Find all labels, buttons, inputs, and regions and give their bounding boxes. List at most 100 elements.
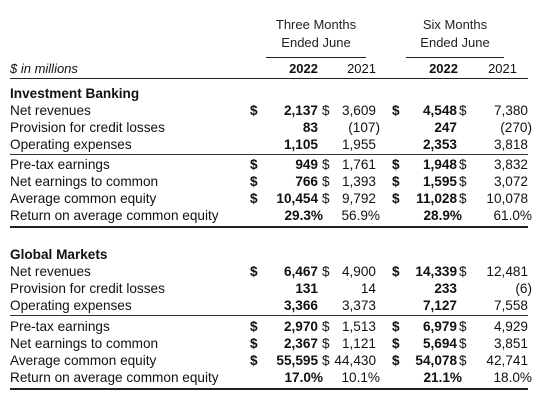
value-6m-2021: 12,481	[486, 264, 528, 279]
row-label: Net revenues	[10, 264, 91, 279]
dollar-sign: $	[392, 191, 400, 206]
value-3m-2022: 1,105	[283, 137, 318, 152]
value-6m-2022: 7,127	[422, 298, 457, 313]
value-6m-2022: 233	[434, 281, 457, 296]
value-3m-2021: 56.9%	[341, 208, 380, 223]
header-six-months-line1: Six Months	[422, 17, 488, 32]
value-6m-2022: 4,548	[422, 103, 457, 118]
table-row: Return on average common equity 17.0% 10…	[10, 369, 532, 386]
dollar-sign: $	[322, 174, 330, 189]
table-row: Net revenues $ 6,467 $ 4,900 $ 14,339 $ …	[10, 263, 528, 280]
value-3m-2022: 2,367	[283, 336, 318, 351]
value-6m-2021: 10,078	[486, 191, 528, 206]
value-3m-2022: 2,137	[283, 103, 318, 118]
dollar-sign: $	[392, 336, 400, 351]
year-header-4: 2021	[488, 61, 517, 76]
value-3m-2021: 9,792	[341, 191, 376, 206]
row-label: Pre-tax earnings	[10, 319, 110, 334]
dollar-sign: $	[322, 353, 330, 368]
header-three-months-underline	[266, 57, 366, 58]
row-label: Return on average common equity	[10, 208, 219, 223]
dollar-sign: $	[459, 319, 467, 334]
value-6m-2022: 5,694	[422, 336, 457, 351]
value-3m-2021: 1,761	[341, 157, 376, 172]
value-3m-2022: 29.3%	[284, 208, 323, 223]
value-3m-2021: 3,373	[341, 298, 376, 313]
section-title: Global Markets	[10, 247, 108, 262]
section-title: Investment Banking	[10, 86, 140, 101]
value-6m-2022: 247	[434, 120, 457, 135]
row-label: Average common equity	[10, 191, 157, 206]
value-3m-2022: 6,467	[283, 264, 318, 279]
value-6m-2022: 11,028	[416, 191, 457, 206]
value-3m-2022: 17.0%	[284, 370, 323, 385]
table-row: Operating expenses 1,105 1,955 2,353 3,8…	[10, 136, 528, 153]
value-6m-2021: 18.0%	[493, 370, 532, 385]
table-row: Net revenues $ 2,137 $ 3,609 $ 4,548 $ 7…	[10, 102, 528, 119]
dollar-sign: $	[322, 103, 330, 118]
header-six-months-underline	[406, 57, 504, 58]
dollar-sign: $	[250, 103, 258, 118]
dollar-sign: $	[392, 264, 400, 279]
table-row: Average common equity $ 55,595 $ 44,430 …	[10, 352, 528, 369]
value-3m-2022: 766	[295, 174, 318, 189]
value-6m-2022: 1,948	[422, 157, 457, 172]
divider	[10, 315, 528, 316]
row-label: Operating expenses	[10, 298, 132, 313]
value-6m-2021: 42,741	[486, 353, 528, 368]
value-3m-2022: 131	[295, 281, 318, 296]
table-row: Provision for credit losses 83 (107) 247…	[10, 119, 532, 136]
dollar-sign: $	[322, 264, 330, 279]
dollar-sign: $	[250, 264, 258, 279]
row-label: Net earnings to common	[10, 174, 159, 189]
value-3m-2021: 1,955	[341, 137, 376, 152]
value-3m-2022: 949	[295, 157, 318, 172]
header-six-months: Six Months Ended June	[404, 16, 506, 58]
row-label: Net revenues	[10, 103, 91, 118]
row-label: Net earnings to common	[10, 336, 159, 351]
value-3m-2021: (107)	[348, 120, 380, 135]
year-header-1: 2022	[289, 61, 318, 76]
value-6m-2021: (6)	[515, 281, 532, 296]
section-bottom-rule	[10, 226, 528, 228]
row-label: Return on average common equity	[10, 370, 219, 385]
value-6m-2022: 1,595	[422, 174, 457, 189]
dollar-sign: $	[250, 336, 258, 351]
value-6m-2021: 3,072	[493, 174, 528, 189]
divider	[10, 154, 528, 155]
dollar-sign: $	[250, 319, 258, 334]
value-6m-2021: 3,851	[493, 336, 528, 351]
value-6m-2021: (270)	[500, 120, 532, 135]
dollar-sign: $	[392, 103, 400, 118]
table-row: Pre-tax earnings $ 2,970 $ 1,513 $ 6,979…	[10, 318, 528, 335]
table-row: Net earnings to common $ 766 $ 1,393 $ 1…	[10, 173, 528, 190]
value-3m-2021: 14	[360, 281, 376, 296]
dollar-sign: $	[459, 336, 467, 351]
dollar-sign: $	[322, 157, 330, 172]
value-6m-2021: 4,929	[493, 319, 528, 334]
section-title-row: Investment Banking	[10, 85, 528, 102]
dollar-sign: $	[322, 336, 330, 351]
year-header-3: 2022	[429, 61, 458, 76]
table-row: Operating expenses 3,366 3,373 7,127 7,5…	[10, 297, 528, 314]
value-6m-2021: 61.0%	[493, 208, 532, 223]
dollar-sign: $	[392, 174, 400, 189]
dollar-sign: $	[250, 353, 258, 368]
year-header-2: 2021	[347, 61, 376, 76]
row-label: Provision for credit losses	[10, 281, 165, 296]
value-6m-2022: 21.1%	[423, 370, 462, 385]
value-3m-2022: 2,970	[283, 319, 318, 334]
table-row: Pre-tax earnings $ 949 $ 1,761 $ 1,948 $…	[10, 156, 528, 173]
table-row: Average common equity $ 10,454 $ 9,792 $…	[10, 190, 528, 207]
table-row: Provision for credit losses 131 14 233 (…	[10, 280, 532, 297]
section-title-row: Global Markets	[10, 246, 528, 263]
value-3m-2021: 1,513	[341, 319, 376, 334]
units-label: $ in millions	[10, 61, 78, 76]
dollar-sign: $	[459, 174, 467, 189]
dollar-sign: $	[250, 157, 258, 172]
value-3m-2021: 10.1%	[341, 370, 380, 385]
section-bottom-rule	[10, 388, 528, 390]
value-3m-2021: 4,900	[341, 264, 376, 279]
table-row: Return on average common equity 29.3% 56…	[10, 207, 532, 224]
row-label: Provision for credit losses	[10, 120, 165, 135]
